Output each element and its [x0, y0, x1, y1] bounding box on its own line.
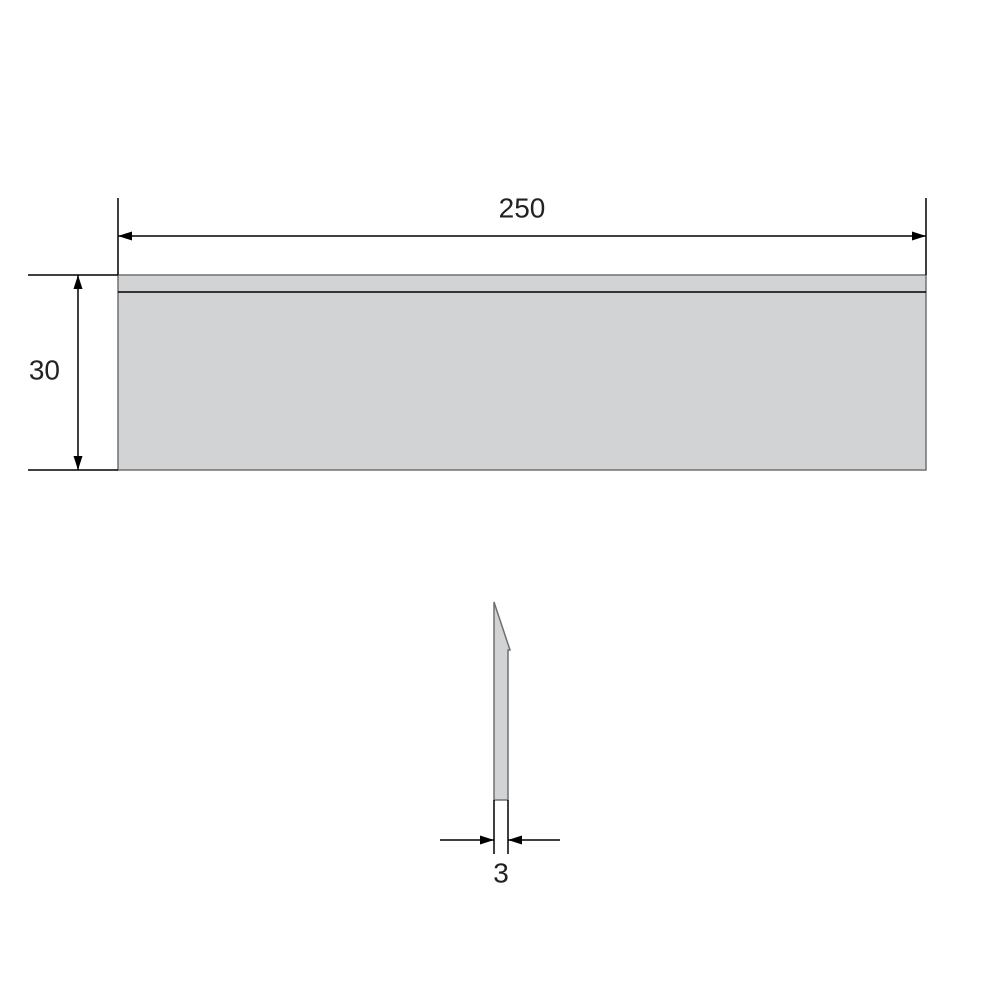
front-view-shape [118, 275, 926, 470]
dimension-thickness-label: 3 [493, 857, 509, 888]
dimension-width-label: 250 [499, 192, 546, 223]
side-view-shape [494, 602, 510, 800]
dimension-height-label: 30 [29, 354, 60, 385]
